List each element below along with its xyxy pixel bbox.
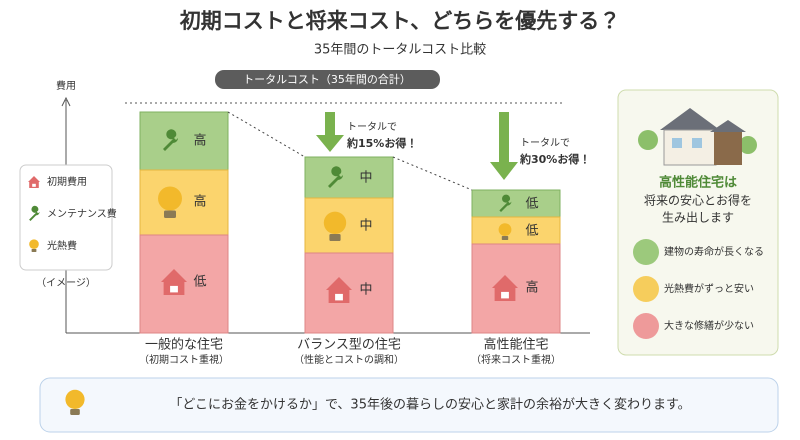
segment-label: 低: [525, 197, 538, 212]
column-name: 高性能住宅: [483, 337, 548, 353]
total-pill: [215, 70, 440, 89]
segment-label: 低: [193, 275, 206, 290]
legend-item: メンテナンス費: [47, 207, 117, 220]
panel-heading: 高性能住宅は: [659, 175, 737, 191]
title: 初期コストと将来コスト、どちらを優先する？: [179, 9, 621, 33]
legend-item: 光熱費: [47, 239, 77, 252]
segment-label: 高: [525, 280, 538, 296]
column: 高 高 低: [139, 111, 229, 334]
segment-label: 高: [193, 194, 206, 210]
y-label: 費用: [56, 79, 76, 92]
panel-point: 大きな修繕が少ない: [664, 319, 754, 332]
down-arrow: [316, 112, 344, 152]
point-icon: [633, 276, 659, 302]
column-sub: （初期コスト重視）: [139, 353, 229, 366]
panel-line: 将来の安心とお得を: [644, 193, 752, 208]
segment-label: 中: [359, 219, 372, 234]
column-name: バランス型の住宅: [297, 338, 401, 353]
segment-label: 中: [359, 171, 372, 186]
trend-line: [227, 111, 306, 158]
legend-box: [19, 164, 113, 271]
segment-label: 低: [525, 224, 538, 239]
point-icon: [633, 239, 659, 265]
total-label: トータルコスト（35年間の合計）: [243, 72, 411, 86]
subtitle: 35年間のトータルコスト比較: [314, 43, 486, 58]
segment-label: 高: [193, 133, 206, 149]
column-sub: （性能とコストの調和）: [294, 353, 404, 366]
banner: [39, 377, 779, 433]
panel-line: 生み出します: [662, 211, 734, 225]
panel-point: 建物の寿命が長くなる: [664, 245, 764, 258]
down-arrow: [490, 112, 518, 180]
segment-label: 中: [359, 283, 372, 298]
column-sub: （将来コスト重視）: [471, 353, 561, 366]
panel-point: 光熱費がずっと安い: [664, 282, 754, 295]
column: 低 低 高: [471, 189, 561, 334]
legend-note: （イメージ）: [36, 277, 96, 289]
saving-line: 約15%お得！: [346, 136, 417, 150]
point-icon: [633, 313, 659, 339]
legend-item: 初期費用: [47, 175, 87, 188]
saving-line: トータルで: [520, 137, 570, 149]
trend-line: [392, 156, 473, 191]
column-name: 一般的な住宅: [145, 337, 223, 353]
house-illustration: [638, 108, 757, 166]
saving-line: 約30%お得！: [519, 152, 590, 166]
banner-text: 「どこにお金をかけるか」で、35年後の暮らしの安心と家計の余裕が大きく変わります…: [169, 397, 690, 413]
axis-arrow: [61, 96, 71, 107]
saving-line: トータルで: [347, 121, 397, 133]
column: 中 中 中: [304, 156, 394, 334]
